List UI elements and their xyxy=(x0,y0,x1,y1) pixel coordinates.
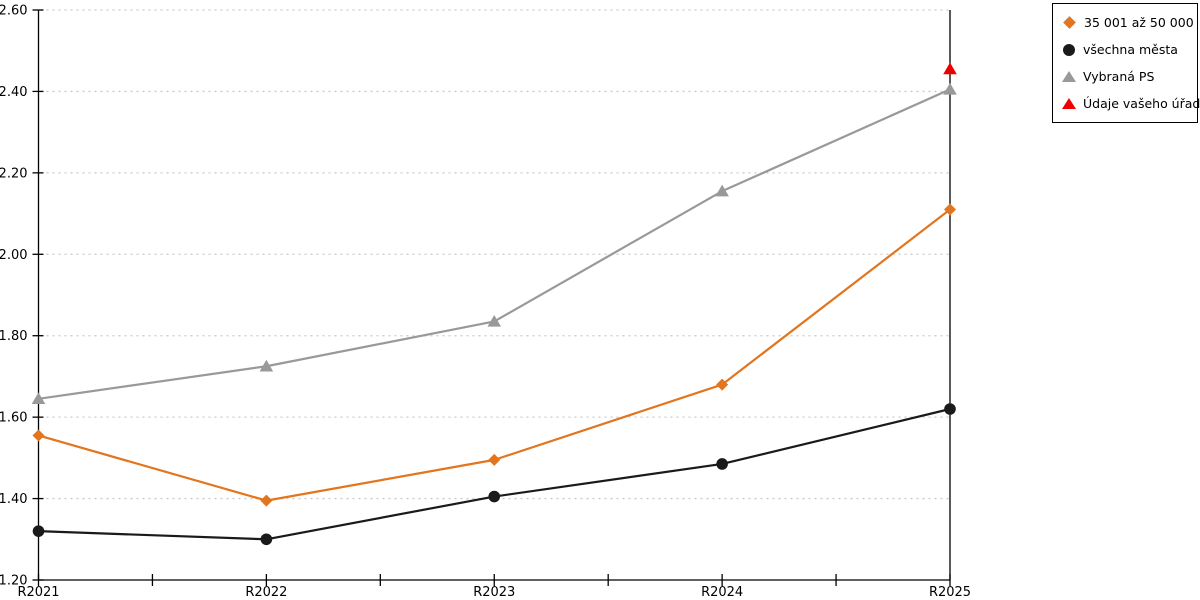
data-point xyxy=(488,490,501,503)
data-point xyxy=(260,533,273,546)
legend: 35 001 až 50 000 všechna města Vybraná P… xyxy=(1052,3,1200,123)
data-point xyxy=(716,458,728,470)
circle-icon xyxy=(1063,43,1075,56)
series-line xyxy=(38,88,951,400)
legend-label: Vybraná PS xyxy=(1083,69,1155,84)
y-tick-label: 1.20 xyxy=(0,574,28,589)
data-point xyxy=(944,203,956,216)
data-point xyxy=(716,378,729,391)
y-tick-label: 2.00 xyxy=(0,248,28,263)
x-tick-label: R2022 xyxy=(245,585,287,600)
y-tick-label: 2.20 xyxy=(0,166,28,181)
legend-label: všechna města xyxy=(1083,42,1178,57)
legend-item: 35 001 až 50 000 xyxy=(1062,9,1194,36)
legend-item: všechna města xyxy=(1062,36,1193,63)
data-point xyxy=(715,184,729,197)
data-point xyxy=(32,429,45,442)
y-tick-label: 2.60 xyxy=(0,4,28,19)
y-tick-label: 1.60 xyxy=(0,411,28,426)
triangle-icon xyxy=(1062,71,1076,82)
data-point xyxy=(259,359,274,372)
diamond-icon xyxy=(1063,16,1076,29)
data-point xyxy=(32,525,45,537)
data-point xyxy=(487,314,502,327)
legend-item: Vybraná PS xyxy=(1062,63,1193,90)
data-point xyxy=(31,392,46,405)
x-tick-label: R2024 xyxy=(701,585,743,600)
triangle-icon xyxy=(1062,98,1076,109)
data-point xyxy=(488,453,501,466)
data-point xyxy=(943,82,957,95)
x-tick-label: R2025 xyxy=(929,585,971,600)
legend-item: Údaje vašeho úřadu xyxy=(1062,90,1200,117)
data-point xyxy=(943,62,957,75)
data-point xyxy=(944,403,956,415)
x-tick-label: R2023 xyxy=(473,585,515,600)
y-tick-label: 1.80 xyxy=(0,329,28,344)
y-tick-label: 2.40 xyxy=(0,85,28,100)
x-tick-label: R2021 xyxy=(17,585,59,600)
legend-label: 35 001 až 50 000 xyxy=(1084,15,1194,30)
legend-label: Údaje vašeho úřadu xyxy=(1083,96,1200,111)
data-point xyxy=(260,494,273,507)
y-tick-label: 1.40 xyxy=(0,492,28,507)
